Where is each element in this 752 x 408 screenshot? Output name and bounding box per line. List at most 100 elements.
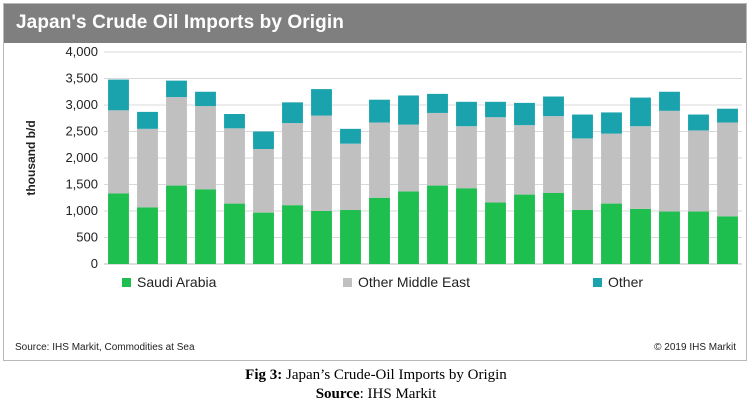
bar-other-middle-east xyxy=(427,112,448,186)
bar-other xyxy=(282,102,303,124)
figure-caption: Fig 3: Japan’s Crude-Oil Imports by Orig… xyxy=(0,366,752,404)
bar-other xyxy=(688,114,709,131)
stacked-bar-chart: 05001,0001,5002,0002,5003,0003,5004,000 … xyxy=(24,44,742,271)
bar-saudi-arabia xyxy=(195,189,216,264)
bar-other xyxy=(340,128,361,144)
chart-footer: Source: IHS Markit, Commodities at Sea ©… xyxy=(4,340,746,360)
bar-other-middle-east xyxy=(717,122,738,217)
bar-other xyxy=(427,93,448,113)
chart-panel: Japan's Crude Oil Imports by Origin 0 500… xyxy=(3,3,747,361)
bar-other-middle-east xyxy=(253,148,274,213)
bar-other-middle-east xyxy=(514,125,535,195)
legend-item-saudi-arabia: Saudi Arabia xyxy=(122,274,216,290)
bar-other xyxy=(659,91,680,111)
caption-line-source: Source: IHS Markit xyxy=(0,385,752,404)
bar-other xyxy=(514,102,535,126)
bar-other xyxy=(601,112,622,134)
caption-line-figure: Fig 3: Japan’s Crude-Oil Imports by Orig… xyxy=(0,366,752,385)
caption-source-text: : IHS Markit xyxy=(359,386,437,402)
legend-label-other: Other xyxy=(608,274,644,290)
bar-saudi-arabia xyxy=(688,211,709,264)
bar-saudi-arabia xyxy=(166,185,187,264)
y-tick-label: 2,000 xyxy=(65,150,98,165)
source-note: Source: IHS Markit, Commodities at Sea xyxy=(15,342,195,353)
bar-saudi-arabia xyxy=(427,185,448,264)
y-axis-ticks: 0 500 1,000 1,500 2,000 2,500 3,000 3,500 4,000 xyxy=(65,44,98,271)
bar-saudi-arabia xyxy=(601,203,622,264)
caption-fig-label: Fig 3: xyxy=(245,367,283,383)
bar-other-middle-east xyxy=(485,117,506,203)
bar-saudi-arabia xyxy=(572,209,593,264)
y-tick-label: 2,500 xyxy=(65,124,98,139)
chart-header: Japan's Crude Oil Imports by Origin xyxy=(4,4,746,43)
bar-saudi-arabia xyxy=(543,192,564,264)
bar-saudi-arabia xyxy=(137,207,158,264)
legend-item-other-middle-east: Other Middle East xyxy=(343,274,470,290)
bar-other-middle-east xyxy=(195,106,216,190)
bar-other-middle-east xyxy=(166,97,187,186)
legend: Saudi Arabia Other Middle East Other xyxy=(4,272,746,294)
bar-saudi-arabia xyxy=(456,188,477,264)
chart-title: Japan's Crude Oil Imports by Origin xyxy=(16,12,344,33)
bar-other xyxy=(253,131,274,149)
bar-other-middle-east xyxy=(369,122,390,198)
legend-label-saudi-arabia: Saudi Arabia xyxy=(137,274,217,290)
bar-other-middle-east xyxy=(572,138,593,210)
bar-saudi-arabia xyxy=(108,193,129,264)
bar-saudi-arabia xyxy=(340,209,361,264)
bar-saudi-arabia xyxy=(311,211,332,264)
y-axis-label: thousand b/d xyxy=(24,120,38,195)
bar-other-middle-east xyxy=(224,128,245,204)
bar-other-middle-east xyxy=(456,126,477,189)
bar-other-middle-east xyxy=(659,110,680,212)
bar-other xyxy=(543,96,564,117)
legend-label-other-middle-east: Other Middle East xyxy=(358,274,471,290)
bar-other-middle-east xyxy=(311,115,332,211)
bar-saudi-arabia xyxy=(514,194,535,264)
bar-other xyxy=(311,89,332,116)
bar-other-middle-east xyxy=(137,128,158,208)
y-tick-label: 1,000 xyxy=(65,203,98,218)
bar-saudi-arabia xyxy=(717,216,738,264)
bar-other xyxy=(572,114,593,139)
bar-other-middle-east xyxy=(601,133,622,204)
y-tick-label: 1,500 xyxy=(65,177,98,192)
bar-other xyxy=(166,80,187,98)
caption-fig-text: Japan’s Crude-Oil Imports by Origin xyxy=(286,367,507,383)
bar-other xyxy=(108,79,129,111)
bar-other-middle-east xyxy=(340,143,361,210)
bar-other xyxy=(195,91,216,107)
bar-other xyxy=(456,101,477,127)
caption-source-label: Source xyxy=(315,386,360,402)
y-tick-label: 500 xyxy=(76,230,98,245)
bar-other-middle-east xyxy=(543,116,564,193)
bar-other xyxy=(485,101,506,118)
bar-other xyxy=(717,108,738,123)
bar-other-middle-east xyxy=(282,123,303,206)
y-tick-label: 3,500 xyxy=(65,71,98,86)
bar-saudi-arabia xyxy=(224,203,245,264)
bar-other xyxy=(224,114,245,129)
legend-swatch-other xyxy=(593,278,602,287)
bar-other xyxy=(630,97,651,127)
bar-other xyxy=(398,95,419,125)
bar-saudi-arabia xyxy=(485,202,506,264)
bar-other-middle-east xyxy=(630,126,651,209)
y-tick-label: 4,000 xyxy=(65,44,98,59)
legend-item-other: Other xyxy=(593,274,643,290)
bar-saudi-arabia xyxy=(659,211,680,264)
bar-saudi-arabia xyxy=(630,208,651,264)
bar-other xyxy=(137,111,158,129)
bar-saudi-arabia xyxy=(369,197,390,264)
y-tick-label: 3,000 xyxy=(65,97,98,112)
legend-swatch-other-middle-east xyxy=(343,278,352,287)
bar-saudi-arabia xyxy=(282,205,303,264)
bars xyxy=(108,79,738,264)
bar-other-middle-east xyxy=(398,124,419,192)
y-tick-label: 0 xyxy=(91,256,98,271)
bar-saudi-arabia xyxy=(253,212,274,264)
bar-saudi-arabia xyxy=(398,191,419,264)
legend-swatch-saudi-arabia xyxy=(122,278,131,287)
bar-other-middle-east xyxy=(108,110,129,194)
copyright-note: © 2019 IHS Markit xyxy=(654,342,736,353)
